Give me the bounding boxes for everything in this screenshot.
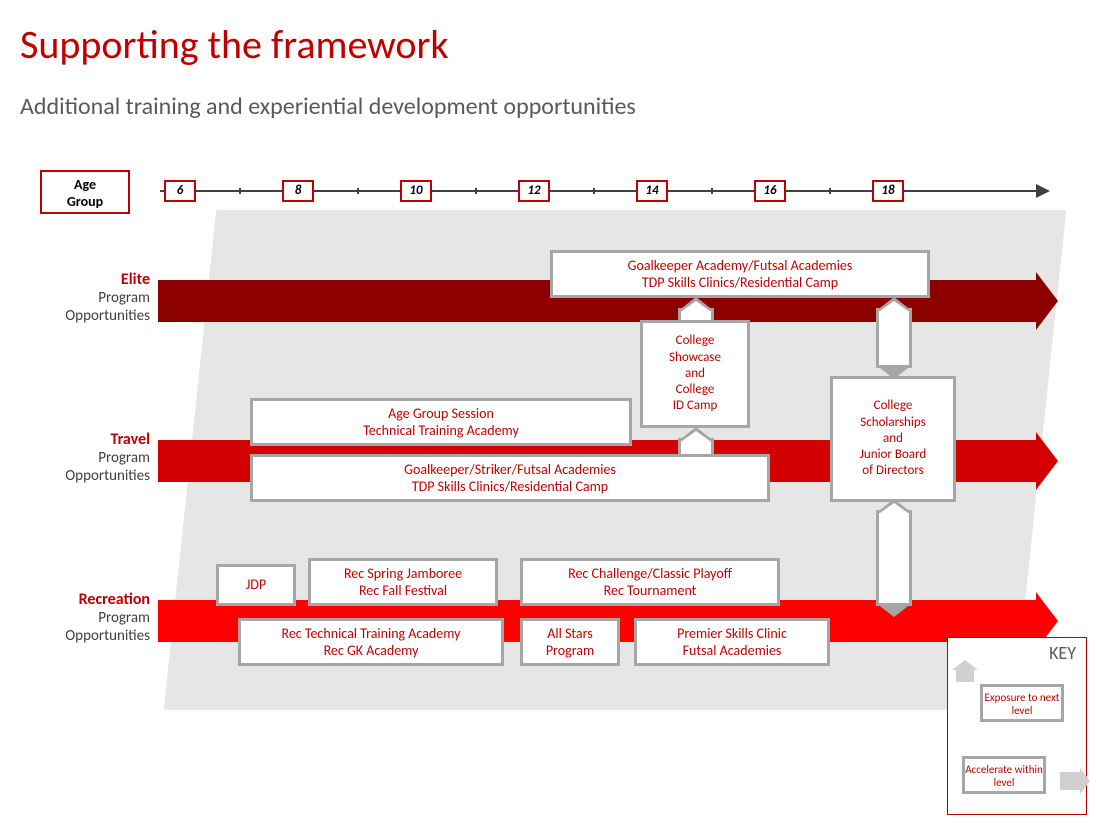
axis-minor-tick (593, 188, 595, 194)
track-label-elite: EliteProgramOpportunities (20, 270, 150, 325)
age-marker-6: 6 (164, 180, 196, 202)
box-travel1: Age Group SessionTechnical Training Acad… (250, 398, 632, 446)
axis-minor-tick (357, 188, 359, 194)
age-group-label: AgeGroup (40, 170, 130, 214)
diagram-canvas: AgeGroup 6 8 10 12 14 16 18 EliteProgramOpport… (20, 170, 1080, 720)
page-subtitle: Additional training and experiential dev… (20, 92, 636, 121)
up-arrow-icon (956, 670, 974, 682)
axis-minor-tick (711, 188, 713, 194)
box-allstar: All StarsProgram (520, 618, 620, 666)
box-premier: Premier Skills ClinicFutsal Academies (634, 618, 830, 666)
key-row-accelerate: Accelerate within level (952, 742, 1082, 808)
axis-minor-tick (475, 188, 477, 194)
box-elite1: Goalkeeper Academy/Futsal AcademiesTDP S… (550, 250, 930, 298)
age-axis-arrow-icon (1036, 184, 1050, 198)
box-jamb: Rec Spring JamboreeRec Fall Festival (308, 558, 498, 606)
age-marker-16: 16 (754, 180, 786, 202)
axis-minor-tick (239, 188, 241, 194)
track-label-travel: TravelProgramOpportunities (20, 430, 150, 485)
axis-minor-tick (829, 188, 831, 194)
track-label-recreation: RecreationProgramOpportunities (20, 590, 150, 645)
box-travel2: Goalkeeper/Striker/Futsal AcademiesTDP S… (250, 454, 770, 502)
age-marker-12: 12 (518, 180, 550, 202)
legend-key: KEY Exposure to next level Accelerate wi… (947, 637, 1087, 815)
box-jdp: JDP (216, 564, 296, 606)
age-marker-10: 10 (400, 180, 432, 202)
key-row-exposure: Exposure to next level (952, 670, 1082, 736)
box-college-id: CollegeShowcaseandCollegeID Camp (640, 320, 750, 428)
age-marker-8: 8 (282, 180, 314, 202)
key-accelerate-box: Accelerate within level (962, 756, 1046, 794)
right-arrow-icon (1060, 772, 1080, 790)
box-scholar: CollegeScholarshipsandJunior Boardof Dir… (830, 376, 956, 502)
box-rectec: Rec Technical Training AcademyRec GK Aca… (238, 618, 504, 666)
connector-conn3 (876, 308, 912, 368)
page-title: Supporting the framework (20, 20, 449, 69)
age-marker-14: 14 (636, 180, 668, 202)
age-marker-18: 18 (872, 180, 904, 202)
key-exposure-box: Exposure to next level (980, 684, 1064, 722)
connector-conn4 (876, 510, 912, 606)
box-recchal: Rec Challenge/Classic PlayoffRec Tournam… (520, 558, 780, 606)
